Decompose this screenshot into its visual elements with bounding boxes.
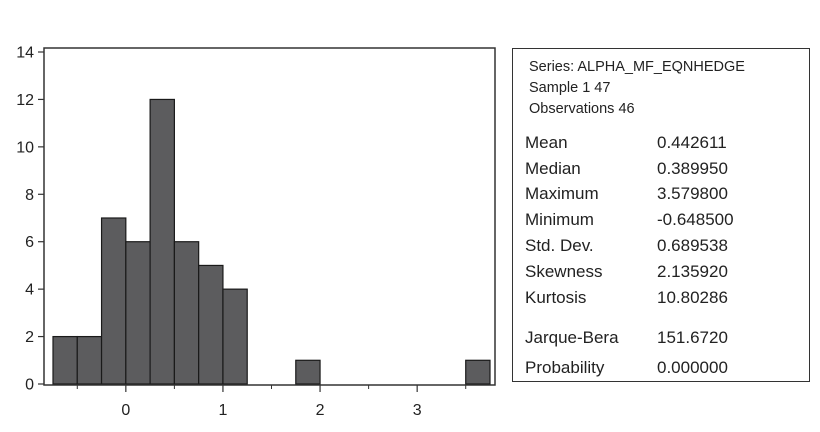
stat-value-mean: 0.442611 xyxy=(657,133,727,152)
stat-value-median: 0.389950 xyxy=(657,159,728,178)
histogram-bar xyxy=(295,359,321,385)
stat-label-skewness: Skewness xyxy=(525,262,603,281)
x-axis: 0 1 2 3 xyxy=(76,385,467,419)
stat-value-skewness: 2.135920 xyxy=(657,262,728,281)
plot-frame xyxy=(43,47,496,386)
stat-label-kurtosis: Kurtosis xyxy=(525,288,587,307)
sample-range: Sample 1 47 xyxy=(529,80,611,96)
stat-value-maximum: 3.579800 xyxy=(657,184,728,203)
histogram-bar xyxy=(198,264,224,385)
histogram-bar xyxy=(465,359,491,385)
stat-label-maximum: Maximum xyxy=(525,184,599,203)
histogram-bar xyxy=(76,335,103,385)
stat-value-std-dev: 0.689538 xyxy=(657,236,728,255)
y-tick-label: 0 xyxy=(25,377,34,394)
stat-value-jarque-bera: 151.6720 xyxy=(657,328,728,347)
y-tick-label: 12 xyxy=(16,92,34,109)
stat-label-probability: Probability xyxy=(525,358,605,377)
stat-label-std-dev: Std. Dev. xyxy=(525,236,594,255)
y-tick-label: 8 xyxy=(25,187,34,204)
histogram-bar xyxy=(149,98,175,385)
x-tick-label: 3 xyxy=(413,402,422,419)
y-axis: 0 2 4 6 8 10 12 14 xyxy=(16,45,44,394)
histogram-bar xyxy=(222,288,248,385)
y-tick-label: 14 xyxy=(16,45,34,62)
histogram-bar xyxy=(173,241,200,385)
x-tick-label: 0 xyxy=(121,402,130,419)
y-tick-label: 6 xyxy=(25,234,34,251)
y-tick-label: 2 xyxy=(25,329,34,346)
stat-value-probability: 0.000000 xyxy=(657,358,728,377)
stat-label-median: Median xyxy=(525,159,581,178)
stat-value-minimum: -0.648500 xyxy=(657,210,734,229)
stat-label-minimum: Minimum xyxy=(525,210,594,229)
stat-label-jarque-bera: Jarque-Bera xyxy=(525,328,619,347)
histogram-bar xyxy=(100,217,127,385)
stat-value-kurtosis: 10.80286 xyxy=(657,288,728,307)
series-name: Series: ALPHA_MF_EQNHEDGE xyxy=(529,59,745,75)
histogram-bar xyxy=(125,241,151,385)
x-tick-label: 1 xyxy=(218,402,227,419)
observations-count: Observations 46 xyxy=(529,101,635,117)
y-tick-label: 10 xyxy=(16,139,34,156)
stat-label-mean: Mean xyxy=(525,133,568,152)
histogram-bars xyxy=(52,98,491,385)
descriptive-stats-panel: Series: ALPHA_MF_EQNHEDGE Sample 1 47 Ob… xyxy=(512,48,810,382)
x-tick-label: 2 xyxy=(316,402,325,419)
histogram-bar xyxy=(52,335,78,385)
y-tick-label: 4 xyxy=(25,282,34,299)
